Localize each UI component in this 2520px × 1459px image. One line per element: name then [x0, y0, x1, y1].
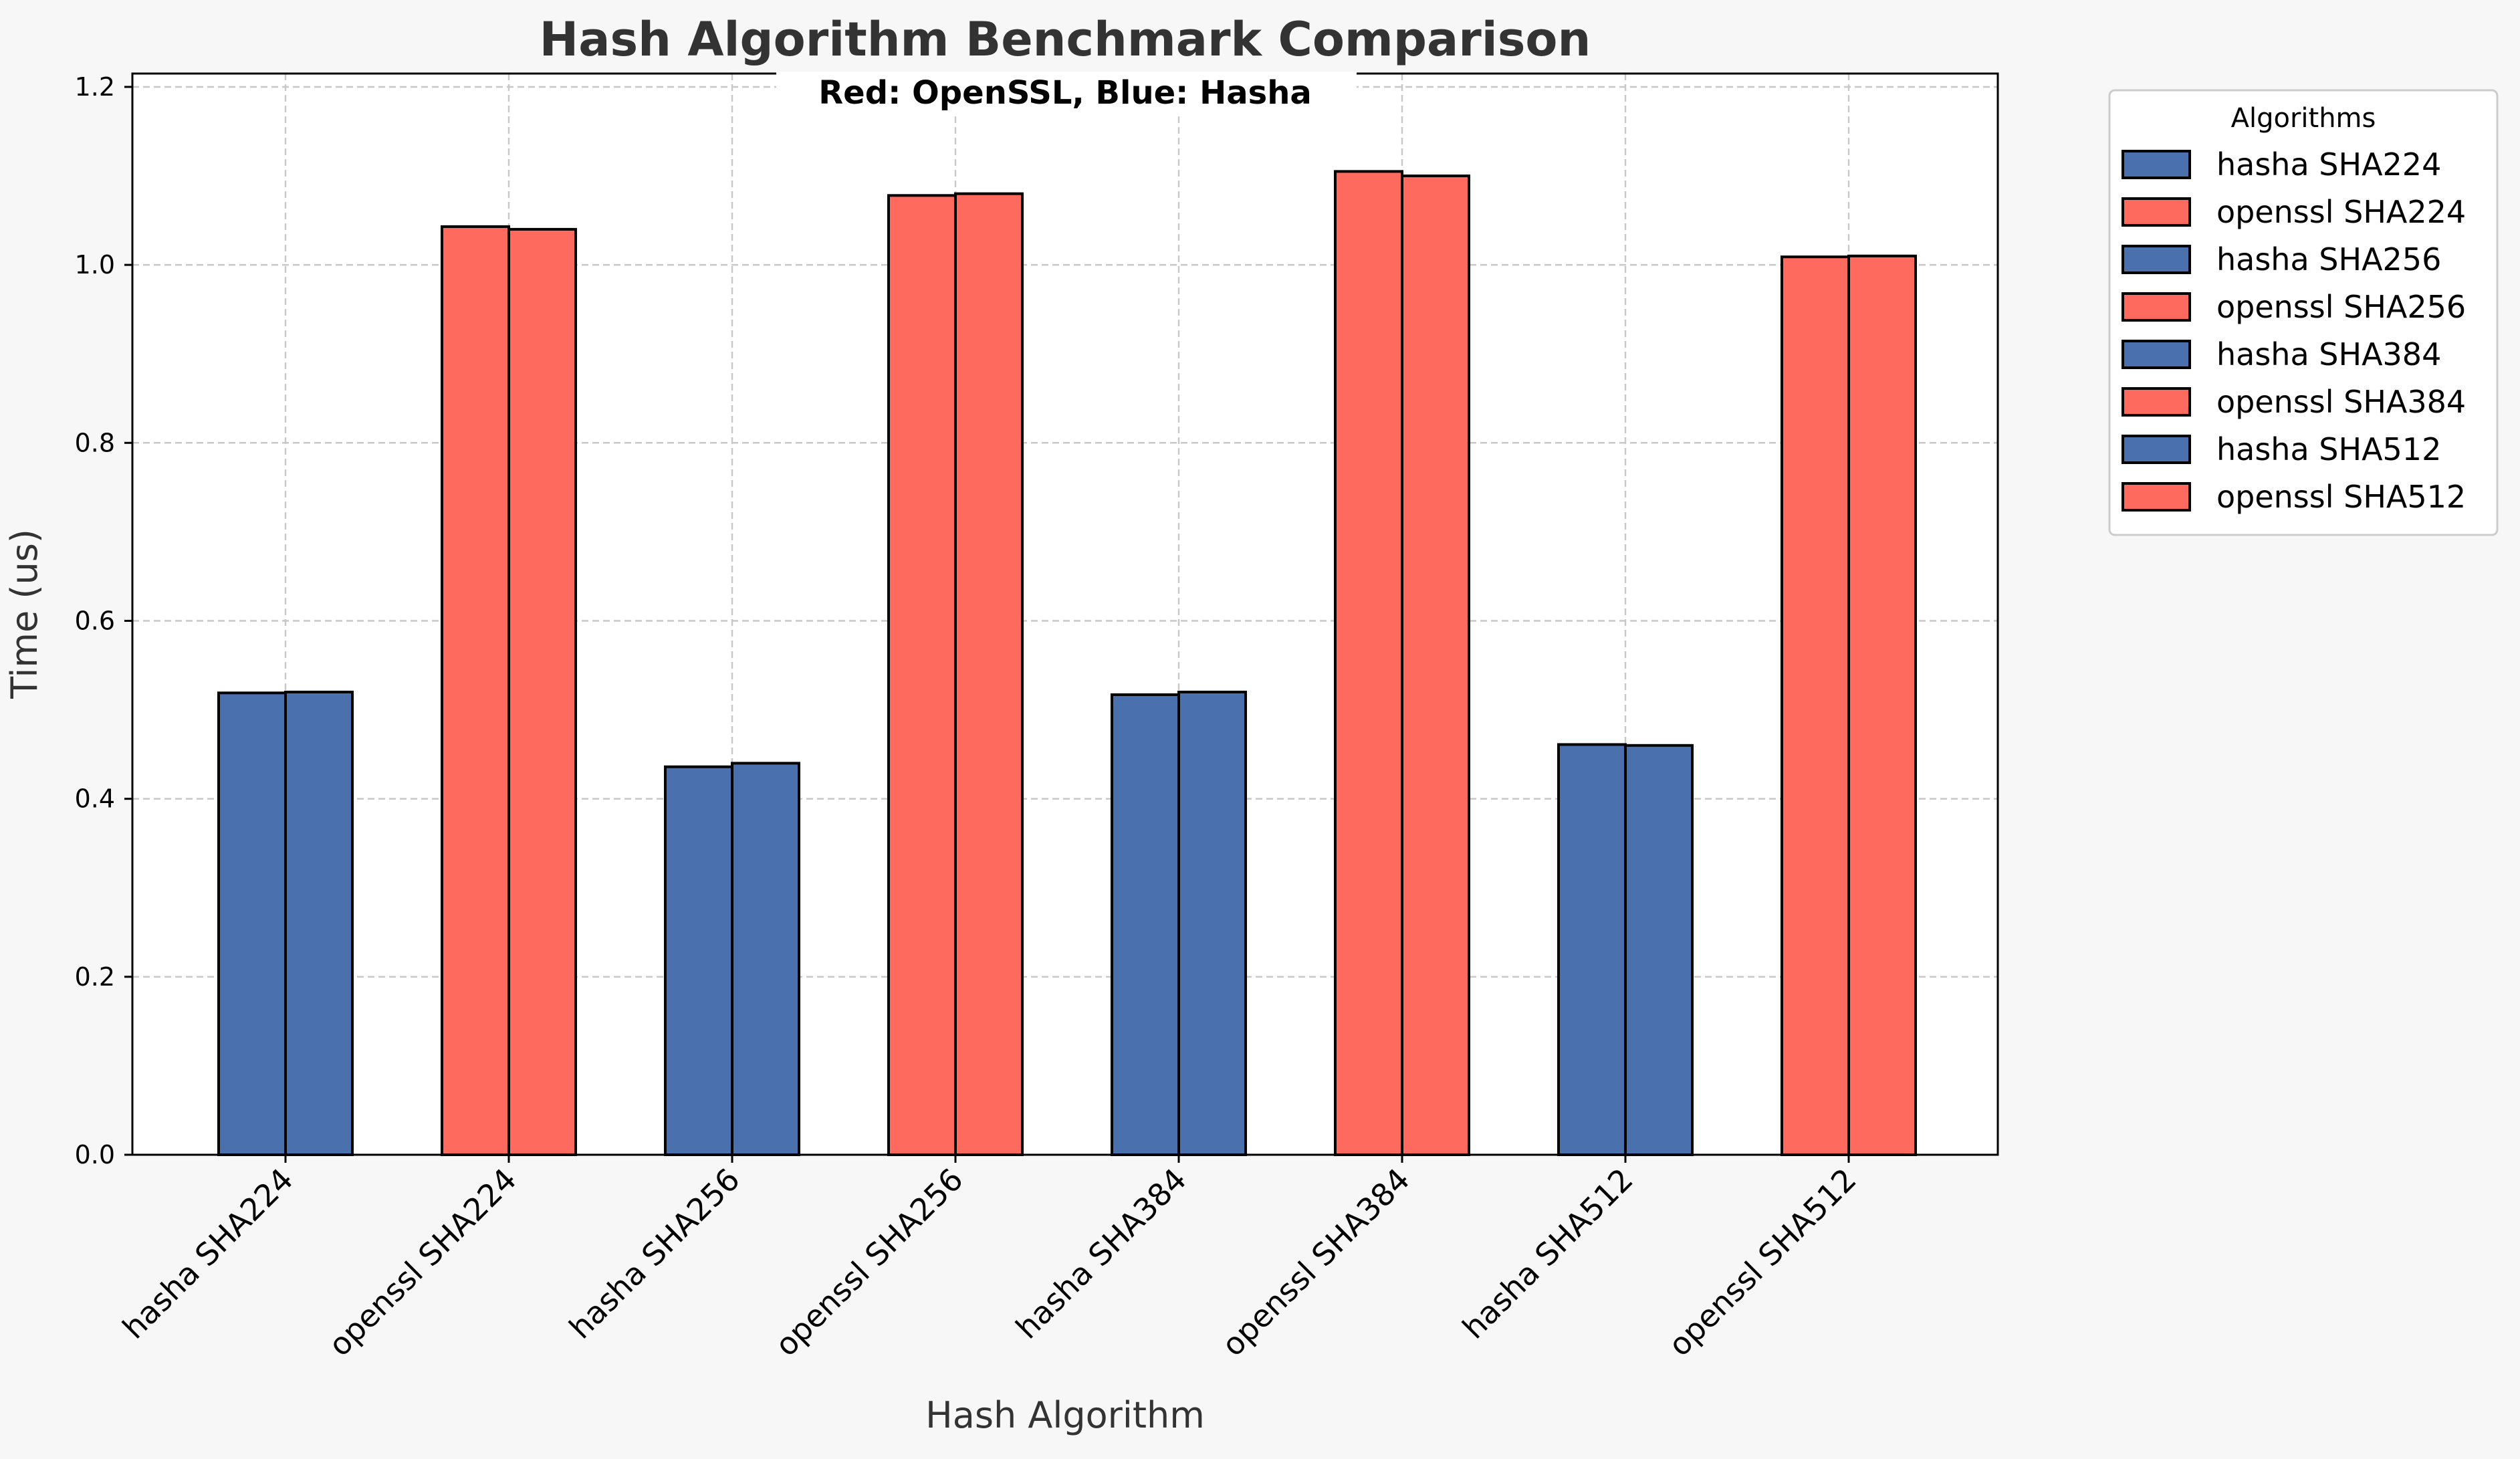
legend-swatch [2122, 340, 2191, 369]
y-tick-label: 0.6 [75, 606, 115, 635]
y-tick-label: 0.8 [75, 428, 115, 457]
y-axis-label: Time (us) [3, 529, 45, 699]
legend-label: openssl SHA384 [2216, 384, 2466, 420]
legend-swatch [2122, 435, 2191, 464]
bar [1781, 255, 1850, 1156]
bar [217, 691, 287, 1156]
bar [954, 192, 1024, 1157]
legend-swatch [2122, 292, 2191, 322]
y-axis-ticks: 0.0 0.2 0.4 0.6 0.8 1.0 1.2 [75, 72, 132, 1169]
x-axis-label: Hash Algorithm [925, 1394, 1205, 1436]
legend-swatch [2122, 387, 2191, 417]
bar [507, 227, 577, 1156]
subtitle-background [776, 72, 1357, 114]
y-tick-label: 0.2 [75, 962, 115, 992]
bar [1111, 693, 1180, 1156]
title-background [495, 13, 1631, 71]
legend-label: openssl SHA256 [2216, 289, 2466, 325]
bar [664, 765, 733, 1156]
legend-swatch [2122, 150, 2191, 179]
bar [1334, 170, 1403, 1157]
legend-title: Algorithms [2231, 103, 2376, 134]
legend-label: openssl SHA224 [2216, 194, 2466, 230]
bar [1847, 254, 1917, 1156]
legend-swatch [2122, 482, 2191, 512]
bar [1624, 744, 1694, 1156]
bar [1401, 175, 1470, 1156]
y-tick-label: 1.2 [75, 72, 115, 102]
bar [887, 194, 957, 1157]
legend-swatch [2122, 245, 2191, 274]
bar [284, 690, 354, 1156]
legend-label: hasha SHA256 [2216, 241, 2441, 277]
legend-label: openssl SHA512 [2216, 479, 2466, 515]
bars [217, 170, 1917, 1157]
legend-box [2108, 89, 2499, 536]
bar [1177, 690, 1247, 1156]
legend-entries: hasha SHA224 openssl SHA224 hasha SHA256 op… [2122, 146, 2466, 515]
y-tick-label: 0.4 [75, 784, 115, 814]
legend-label: hasha SHA224 [2216, 146, 2441, 183]
y-tick-label: 1.0 [75, 250, 115, 279]
y-tick-label: 0.0 [75, 1140, 115, 1169]
plot-area [132, 74, 1998, 1155]
chart-subtitle: Red: OpenSSL, Blue: Hasha [818, 74, 1312, 112]
bar [1557, 743, 1627, 1156]
legend-swatch [2122, 197, 2191, 227]
bar [441, 225, 510, 1156]
legend-label: hasha SHA512 [2216, 431, 2441, 467]
chart-title: Hash Algorithm Benchmark Comparison [540, 12, 1591, 67]
bar [731, 762, 800, 1157]
legend-label: hasha SHA384 [2216, 336, 2441, 372]
